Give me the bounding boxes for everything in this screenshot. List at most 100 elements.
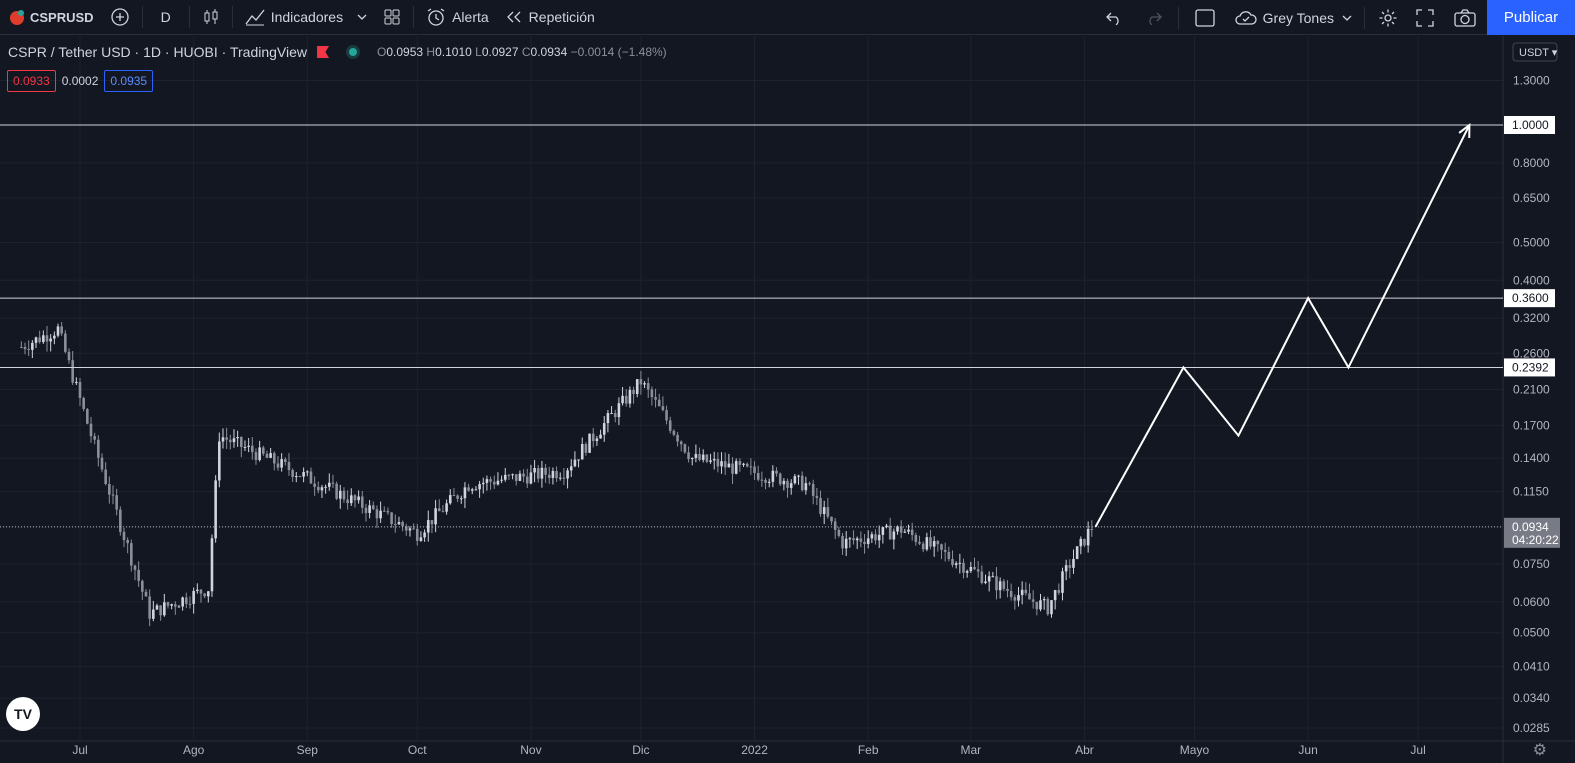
- candle: [830, 516, 833, 525]
- theme-label: Grey Tones: [1262, 9, 1334, 26]
- candle-body: [445, 503, 448, 512]
- candle-body: [1057, 590, 1061, 593]
- candle: [826, 497, 830, 519]
- gear-icon: [1378, 8, 1398, 28]
- candle-body: [141, 580, 144, 592]
- candle-body: [789, 483, 793, 488]
- candle-body: [247, 445, 250, 447]
- candle: [75, 377, 78, 385]
- candle: [122, 527, 126, 548]
- chevron-down-icon[interactable]: [357, 9, 367, 25]
- candle: [1002, 578, 1006, 592]
- fullscreen-layout-button[interactable]: [1183, 0, 1227, 35]
- candle-body: [111, 494, 115, 496]
- candle: [753, 461, 756, 481]
- candle: [965, 569, 969, 578]
- candle: [533, 460, 536, 483]
- candle: [221, 428, 225, 449]
- tradingview-logo[interactable]: TV: [6, 697, 40, 731]
- price-tick-label: 1.3000: [1513, 74, 1550, 88]
- axis-settings-icon[interactable]: ⚙: [1532, 742, 1547, 759]
- candle: [1050, 600, 1053, 618]
- interval-label: D: [160, 9, 171, 25]
- candle-body: [456, 495, 459, 499]
- undo-button[interactable]: [1094, 0, 1134, 35]
- candle-body: [434, 508, 437, 525]
- snapshot-button[interactable]: [1443, 0, 1487, 35]
- price-tick-label: 0.0600: [1513, 595, 1550, 609]
- candle-body: [276, 463, 280, 468]
- currency-selector[interactable]: USDT ▾: [1512, 42, 1558, 62]
- open-label: O: [377, 45, 387, 59]
- candle-body: [723, 461, 727, 468]
- candle: [602, 416, 606, 442]
- layouts-button[interactable]: [375, 0, 409, 35]
- candle-body: [874, 534, 877, 541]
- candle: [232, 429, 236, 448]
- time-tick-label: 2022: [741, 743, 768, 757]
- candle-body: [86, 408, 89, 424]
- candle: [492, 475, 496, 489]
- candle-body: [863, 541, 866, 544]
- interval-button[interactable]: D: [147, 0, 185, 35]
- candle: [188, 596, 192, 609]
- candle-body: [646, 383, 650, 390]
- candle-body: [866, 538, 870, 544]
- fullscreen-button[interactable]: [1407, 0, 1443, 35]
- low-value: 0.0927: [481, 45, 519, 59]
- candle: [298, 475, 302, 478]
- candle: [243, 440, 247, 451]
- candle: [38, 330, 41, 344]
- candle-body: [64, 333, 67, 352]
- candle: [1035, 601, 1039, 616]
- candle: [610, 406, 613, 415]
- price-chart[interactable]: 1.3000 1.0000 0.8000 0.6500 0.5000 0.4000 0.32…: [0, 36, 1575, 763]
- candle-body: [229, 439, 232, 443]
- chart-type-button[interactable]: [194, 0, 228, 35]
- legend-title[interactable]: CSPR / Tether USD · 1D · HUOBI · Trading…: [8, 44, 308, 60]
- settings-button[interactable]: [1369, 0, 1407, 35]
- compare-add-button[interactable]: [102, 0, 138, 35]
- candle: [382, 506, 386, 512]
- buy-price-button[interactable]: 0.0935: [104, 70, 154, 92]
- candle-body: [331, 482, 335, 484]
- candle: [265, 450, 269, 459]
- currency-selector-box: [1512, 42, 1558, 62]
- replay-button[interactable]: Repetición: [497, 0, 603, 35]
- sell-price-button[interactable]: 0.0933: [7, 70, 56, 92]
- toolbar-right-group: Grey Tones Publicar: [1094, 0, 1575, 35]
- candle: [60, 321, 63, 336]
- candle-body: [243, 446, 247, 448]
- indicators-icon: [245, 8, 265, 26]
- candle-body: [100, 457, 104, 470]
- symbol-label: CSPRUSD: [30, 9, 94, 25]
- theme-selector[interactable]: Grey Tones: [1227, 0, 1360, 35]
- candle: [932, 536, 936, 557]
- candle: [31, 340, 34, 359]
- symbol-search-button[interactable]: CSPRUSD: [0, 0, 102, 35]
- candle-body: [885, 525, 888, 528]
- candle: [108, 476, 111, 504]
- candle-body: [459, 498, 463, 500]
- candle-body: [401, 522, 404, 527]
- candle: [679, 440, 683, 452]
- flag-icon[interactable]: [317, 46, 330, 58]
- candle-body: [870, 534, 874, 539]
- candle-body: [712, 458, 716, 461]
- candle-body: [415, 528, 419, 541]
- candle: [324, 484, 327, 494]
- candle-body: [148, 596, 151, 619]
- price-tick-label: 0.5000: [1513, 235, 1550, 249]
- candle-body: [474, 489, 478, 491]
- candle: [863, 534, 866, 554]
- candle: [1064, 559, 1068, 581]
- candle: [973, 557, 976, 571]
- redo-button[interactable]: [1134, 0, 1174, 35]
- alert-button[interactable]: Alerta: [418, 0, 497, 35]
- indicators-button[interactable]: Indicadores: [237, 0, 375, 35]
- publish-button[interactable]: Publicar: [1487, 0, 1575, 35]
- candle-body: [170, 604, 173, 606]
- time-tick-label: Sep: [297, 743, 319, 757]
- candle: [775, 467, 778, 477]
- candle: [71, 351, 74, 386]
